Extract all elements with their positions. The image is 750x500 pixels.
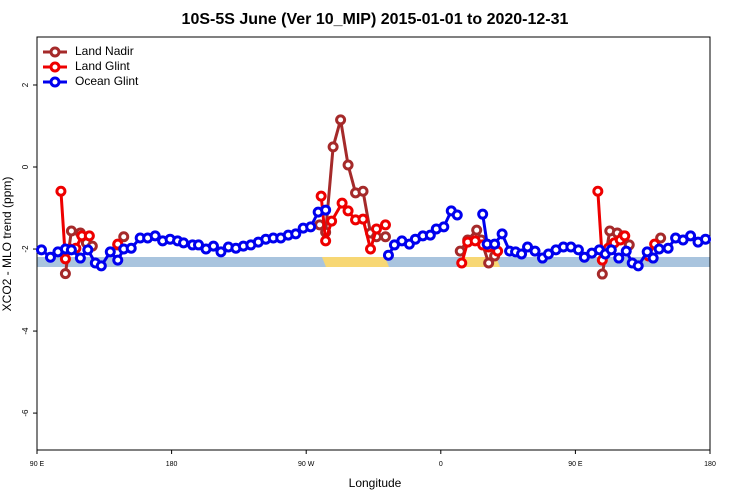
x-tick-label: 90 E (568, 461, 583, 468)
legend-label: Land Glint (75, 59, 130, 73)
point (357, 213, 369, 225)
point (619, 230, 631, 242)
x-axis-label: Longitude (349, 476, 402, 490)
x-tick-label: 90 W (298, 461, 315, 468)
point (83, 230, 95, 242)
y-tick-label: 2 (21, 82, 30, 87)
x-tick-label: 90 E (30, 461, 45, 468)
point (647, 252, 659, 264)
point (592, 185, 604, 197)
point (178, 237, 190, 249)
point (620, 245, 632, 257)
point (572, 244, 584, 256)
y-tick-label: -2 (21, 245, 30, 253)
point (149, 230, 161, 242)
point (632, 260, 644, 272)
point (700, 233, 712, 245)
x-tick-label: 180 (704, 461, 716, 468)
point (305, 221, 317, 233)
point (320, 235, 332, 247)
point (382, 249, 394, 261)
point (365, 243, 377, 255)
x-tick-label: 0 (439, 461, 443, 468)
point (315, 190, 327, 202)
legend-label: Land Nadir (75, 44, 134, 58)
point (55, 185, 67, 197)
legend-marker (49, 76, 61, 88)
point (112, 254, 124, 266)
point (74, 252, 86, 264)
point (655, 232, 667, 244)
point (596, 268, 608, 280)
y-tick-label: -4 (21, 327, 30, 335)
point (104, 246, 116, 258)
point (215, 246, 227, 258)
x-tick-label: 180 (166, 461, 178, 468)
point (379, 231, 391, 243)
point (35, 244, 47, 256)
legend-marker (49, 61, 61, 73)
legend-marker (49, 46, 61, 58)
point (44, 251, 56, 263)
point (516, 248, 528, 260)
point (342, 205, 354, 217)
point (59, 268, 71, 280)
point (59, 253, 71, 265)
plot-frame (36, 36, 711, 451)
point (336, 197, 348, 209)
point (326, 215, 338, 227)
point (489, 238, 501, 250)
point (496, 228, 508, 240)
point (335, 114, 347, 126)
point (438, 221, 450, 233)
point (320, 204, 332, 216)
point (471, 224, 483, 236)
y-axis-label: XCO2 - MLO trend (ppm) (0, 177, 14, 312)
point (653, 243, 665, 255)
point (342, 159, 354, 171)
point (290, 228, 302, 240)
point (483, 257, 495, 269)
point (125, 242, 137, 254)
point (370, 223, 382, 235)
point (451, 209, 463, 221)
point (118, 231, 130, 243)
point (82, 244, 94, 256)
point (641, 246, 653, 258)
point (65, 244, 77, 256)
point (379, 219, 391, 231)
point (207, 240, 219, 252)
point (357, 185, 369, 197)
point (662, 242, 674, 254)
chart-title: 10S-5S June (Ver 10_MIP) 2015-01-01 to 2… (182, 11, 569, 28)
y-tick-label: 0 (21, 164, 30, 169)
point (613, 252, 625, 264)
point (65, 225, 77, 237)
land-strip (322, 257, 389, 267)
y-tick-label: -6 (21, 409, 30, 417)
point (529, 245, 541, 257)
point (685, 230, 697, 242)
series-line (59, 191, 657, 266)
point (477, 208, 489, 220)
point (424, 229, 436, 241)
point (95, 260, 107, 272)
point (327, 141, 339, 153)
legend-label: Ocean Glint (75, 74, 139, 88)
point (605, 244, 617, 256)
point (456, 257, 468, 269)
